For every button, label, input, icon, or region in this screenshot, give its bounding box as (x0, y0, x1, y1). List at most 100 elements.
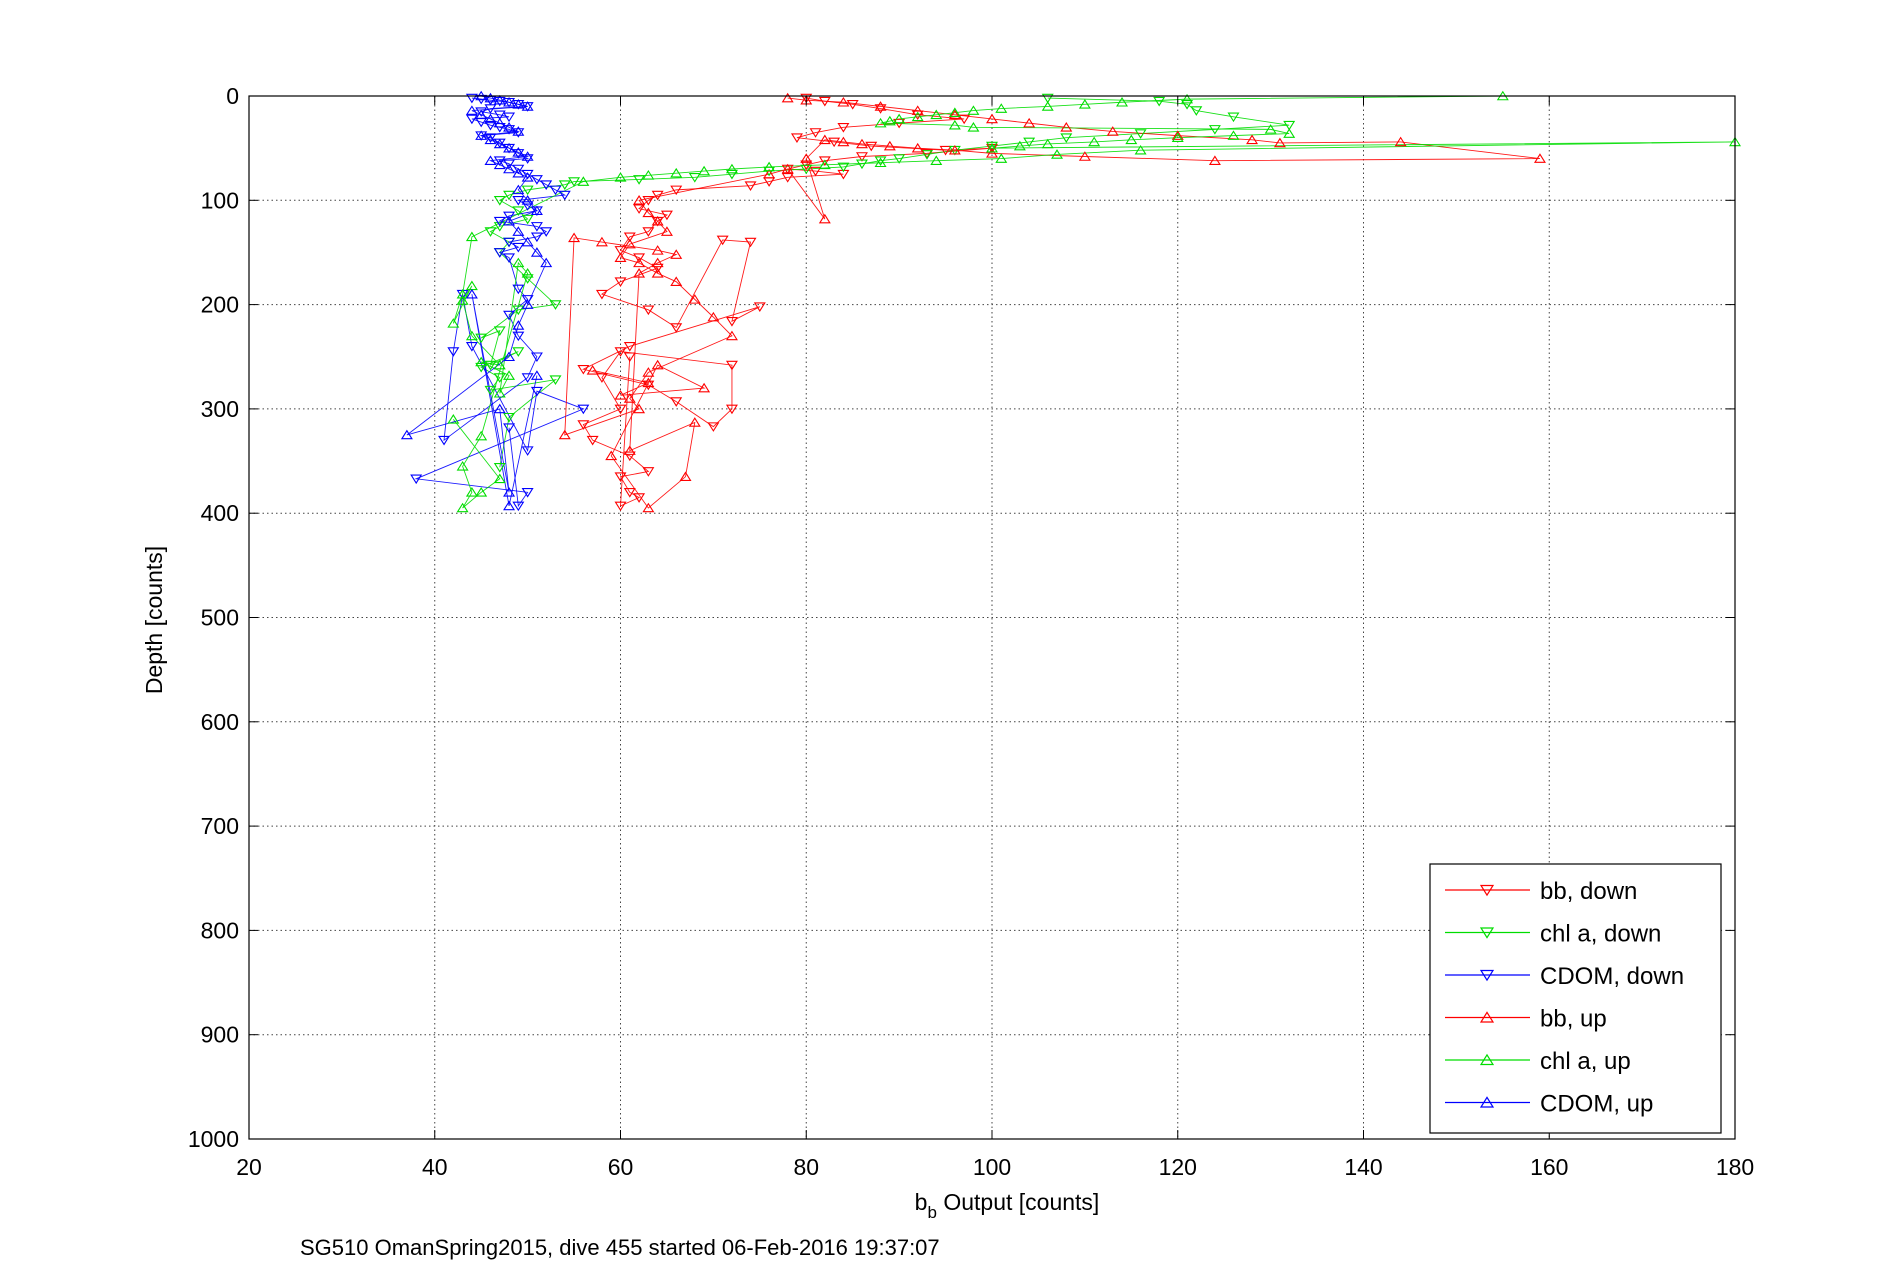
data-point (642, 380, 655, 391)
data-point (521, 195, 534, 205)
data-point (586, 435, 599, 446)
data-point (893, 113, 906, 124)
data-point (549, 375, 562, 385)
data-point (1171, 130, 1184, 140)
data-point (633, 195, 646, 205)
data-point (818, 96, 831, 107)
data-point (1023, 117, 1036, 128)
data-point (865, 141, 878, 152)
data-point (475, 362, 488, 373)
data-point (465, 342, 478, 352)
data-point (540, 257, 553, 268)
data-point (837, 122, 850, 133)
data-point (549, 300, 562, 310)
data-point (670, 323, 683, 333)
data-point (465, 487, 478, 497)
data-point (809, 128, 822, 138)
data-point (614, 404, 627, 415)
data-point (763, 166, 776, 177)
x-tick-label: 160 (1530, 1154, 1568, 1180)
data-point (512, 257, 525, 268)
legend-entries: bb, down chl a, down CDOM, down bb, up chl a… (1445, 878, 1684, 1118)
data-point (558, 190, 571, 201)
data-point (530, 386, 543, 397)
data-point (484, 92, 497, 103)
data-point (558, 429, 571, 440)
legend-marker (1479, 884, 1495, 897)
data-point (633, 268, 646, 278)
y-tick-label: 0 (226, 83, 239, 109)
data-point (512, 501, 525, 512)
data-point (512, 242, 525, 253)
data-point (512, 147, 525, 157)
data-point (920, 150, 933, 160)
data-point (512, 149, 525, 159)
legend-label: bb, up (1540, 1006, 1607, 1033)
data-point (503, 215, 516, 226)
data-point (503, 487, 516, 497)
data-point (688, 417, 701, 427)
data-point (595, 373, 608, 383)
data-point (725, 163, 738, 174)
data-point (484, 385, 497, 396)
data-point (521, 214, 534, 225)
data-point (521, 488, 534, 498)
series-line-4 (452, 95, 1736, 509)
data-point (493, 117, 506, 128)
data-point (800, 153, 813, 163)
data-point (995, 103, 1008, 113)
data-point (1060, 122, 1073, 132)
data-point (503, 163, 516, 174)
data-point (837, 162, 850, 173)
data-point (911, 105, 924, 115)
data-point (493, 94, 506, 105)
x-tick-label: 120 (1159, 1154, 1197, 1180)
data-point (939, 145, 952, 156)
data-point (633, 253, 646, 263)
data-point (614, 277, 627, 287)
data-point (493, 248, 506, 258)
data-point (568, 177, 581, 187)
data-point (614, 501, 627, 512)
data-point (883, 115, 896, 126)
y-tick-label: 300 (201, 396, 239, 422)
data-point (493, 387, 506, 398)
data-point (577, 176, 590, 186)
legend-marker (1479, 969, 1495, 982)
legend-marker (1479, 1011, 1495, 1023)
data-point (995, 153, 1008, 163)
data-point (456, 460, 469, 471)
data-point (484, 227, 497, 237)
data-point (521, 373, 534, 383)
data-point (493, 122, 506, 133)
data-point (475, 109, 488, 120)
x-axis-label-subscript: b (927, 1203, 936, 1222)
x-tick-label: 100 (973, 1154, 1011, 1180)
data-point (465, 231, 478, 242)
data-point (948, 107, 961, 117)
data-point (503, 125, 516, 135)
data-point (512, 164, 525, 175)
data-point (530, 232, 543, 243)
legend-marker (1479, 1096, 1495, 1108)
data-point (465, 288, 478, 299)
data-point (577, 364, 590, 375)
y-tick-label: 1000 (188, 1126, 239, 1152)
data-point (1134, 129, 1147, 139)
data-point (484, 120, 497, 131)
data-point (763, 168, 776, 179)
data-point (986, 148, 998, 158)
data-point (493, 373, 506, 383)
data-point (521, 169, 534, 180)
data-point (958, 114, 971, 125)
axis-ticks (248, 95, 1736, 1140)
data-point (447, 318, 460, 328)
data-point (781, 163, 794, 174)
x-tick-label: 140 (1344, 1154, 1382, 1180)
data-point (493, 110, 506, 121)
data-point (874, 101, 887, 111)
data-point (883, 140, 896, 151)
data-point (456, 502, 469, 513)
data-point (1273, 137, 1286, 148)
data-point (1171, 132, 1184, 143)
